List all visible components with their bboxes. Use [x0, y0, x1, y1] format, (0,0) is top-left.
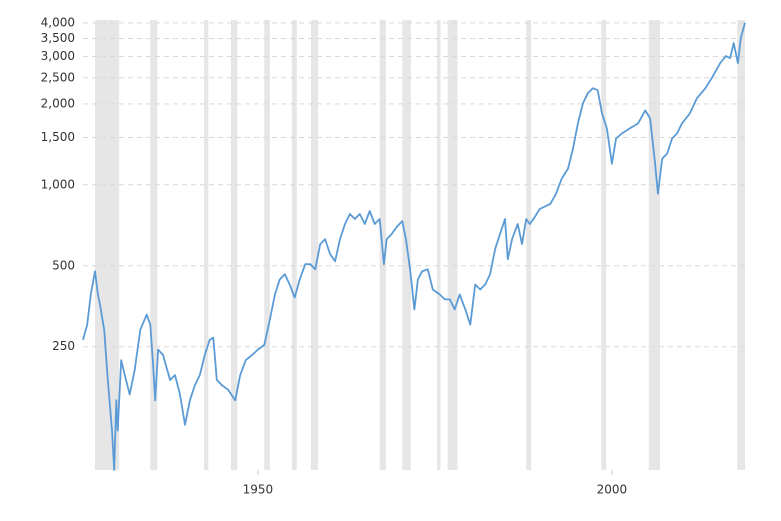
price-line	[82, 22, 746, 471]
y-tick-label: 250	[52, 339, 75, 353]
recession-band	[95, 20, 120, 470]
recession-band	[737, 20, 745, 470]
y-tick-label: 3,500	[41, 31, 75, 45]
recession-band	[264, 20, 270, 470]
recession-band	[526, 20, 532, 470]
x-tick-label: 1950	[243, 483, 274, 497]
y-tick-label: 1,500	[41, 130, 75, 144]
y-tick-label: 500	[52, 258, 75, 272]
recession-band	[437, 20, 441, 470]
recession-band	[150, 20, 158, 470]
recession-band	[601, 20, 607, 470]
y-tick-label: 1,000	[41, 177, 75, 191]
recession-band	[230, 20, 238, 470]
x-tick-label: 2000	[597, 483, 628, 497]
recession-band	[310, 20, 319, 470]
recession-band	[447, 20, 458, 470]
recession-band	[648, 20, 661, 470]
recession-band	[204, 20, 209, 470]
y-tick-label: 2,500	[41, 70, 75, 84]
y-tick-label: 2,000	[41, 96, 75, 110]
y-tick-label: 4,000	[41, 15, 75, 29]
y-tick-label: 3,000	[41, 49, 75, 63]
recession-band	[291, 20, 297, 470]
